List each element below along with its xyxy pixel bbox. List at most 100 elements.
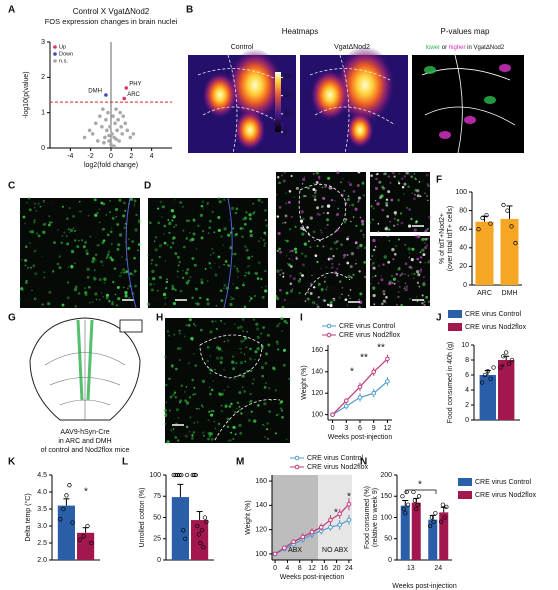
cell: [28, 230, 32, 233]
cell: [78, 239, 80, 242]
cell: [102, 239, 106, 242]
cell: [94, 259, 97, 262]
cell: [299, 278, 301, 280]
cell: [172, 215, 176, 219]
y-axis-label: % of tdT+Nod2+: [439, 213, 446, 264]
cell: [224, 404, 228, 408]
data-point: [491, 365, 496, 370]
point-label: DMH: [88, 89, 102, 95]
cell: [281, 416, 284, 419]
panel-letter: F: [436, 175, 442, 186]
cell: [93, 277, 97, 281]
cell: [209, 253, 212, 256]
cell: [175, 367, 178, 371]
y-tick-label: 2.0: [37, 557, 47, 564]
y-tick-label: 200: [380, 472, 392, 479]
cell: [426, 244, 428, 247]
cell: [300, 210, 304, 214]
cell: [219, 356, 223, 360]
cell: [227, 233, 231, 237]
x-tick-label: -4: [67, 153, 73, 160]
cell: [238, 287, 240, 290]
cell: [408, 265, 412, 269]
data-point: [442, 515, 447, 520]
y-tick-label: 100: [255, 551, 267, 558]
cell: [232, 438, 235, 440]
cell: [179, 399, 182, 402]
cell: [304, 254, 308, 258]
y-axis-label: (relative to week 9): [372, 488, 379, 547]
cell: [313, 195, 317, 199]
cell: [312, 301, 316, 305]
cell: [171, 284, 175, 288]
cell: [342, 178, 344, 180]
cell: [178, 329, 181, 332]
cell: [291, 249, 294, 253]
cell: [407, 274, 410, 277]
cell: [244, 274, 246, 277]
cell: [358, 305, 361, 309]
cell: [405, 171, 409, 175]
y-tick-label: 120: [255, 526, 267, 533]
cell: [415, 296, 418, 298]
y-axis-label: Weight (%): [245, 500, 252, 535]
cell: [210, 409, 213, 413]
cell: [304, 300, 307, 303]
cell: [349, 297, 351, 300]
cell: [189, 276, 192, 279]
cell: [282, 179, 286, 183]
colorbar-tick-label: 0: [284, 130, 288, 136]
cell: [278, 322, 281, 325]
cell: [248, 217, 252, 221]
cell: [109, 256, 112, 260]
data-point: [412, 498, 418, 503]
region-outline: [298, 183, 347, 241]
cell: [184, 434, 188, 438]
cell: [131, 273, 134, 275]
cell: [413, 228, 417, 232]
cell: [85, 249, 89, 253]
cell: [264, 209, 267, 212]
cell: [375, 178, 378, 180]
cell: [349, 205, 351, 207]
cell: [426, 194, 429, 197]
point: [93, 121, 98, 126]
cell: [191, 237, 195, 241]
y-tick-label: 0: [41, 145, 45, 152]
cell: [149, 221, 152, 224]
point: [115, 128, 119, 133]
data-point: [411, 489, 416, 495]
cell: [72, 214, 75, 218]
cell: [184, 271, 189, 275]
cell: [293, 247, 298, 251]
cell: [250, 297, 253, 300]
panel-letter: G: [8, 313, 16, 324]
cell: [217, 197, 220, 200]
cell: [171, 286, 175, 291]
point: [124, 86, 129, 90]
bar: [475, 221, 494, 285]
cell: [300, 226, 304, 230]
cell: [189, 416, 192, 419]
cell: [294, 250, 298, 254]
cell: [423, 303, 426, 307]
cell: [77, 292, 81, 295]
cell: [220, 392, 224, 396]
cell: [397, 198, 401, 202]
legend-marker: [294, 464, 300, 470]
cell: [290, 215, 293, 218]
cell: [371, 218, 375, 221]
cell: [336, 213, 339, 217]
cell: [314, 189, 317, 192]
bar: [171, 497, 189, 560]
cell: [197, 224, 200, 228]
cell: [416, 300, 419, 303]
cell: [185, 281, 189, 285]
cell: [339, 280, 342, 283]
cell: [397, 182, 401, 185]
cell: [164, 296, 167, 299]
cell: [262, 326, 265, 329]
x-tick-label: 2: [129, 153, 133, 160]
cell: [343, 190, 345, 192]
cell: [249, 369, 253, 372]
